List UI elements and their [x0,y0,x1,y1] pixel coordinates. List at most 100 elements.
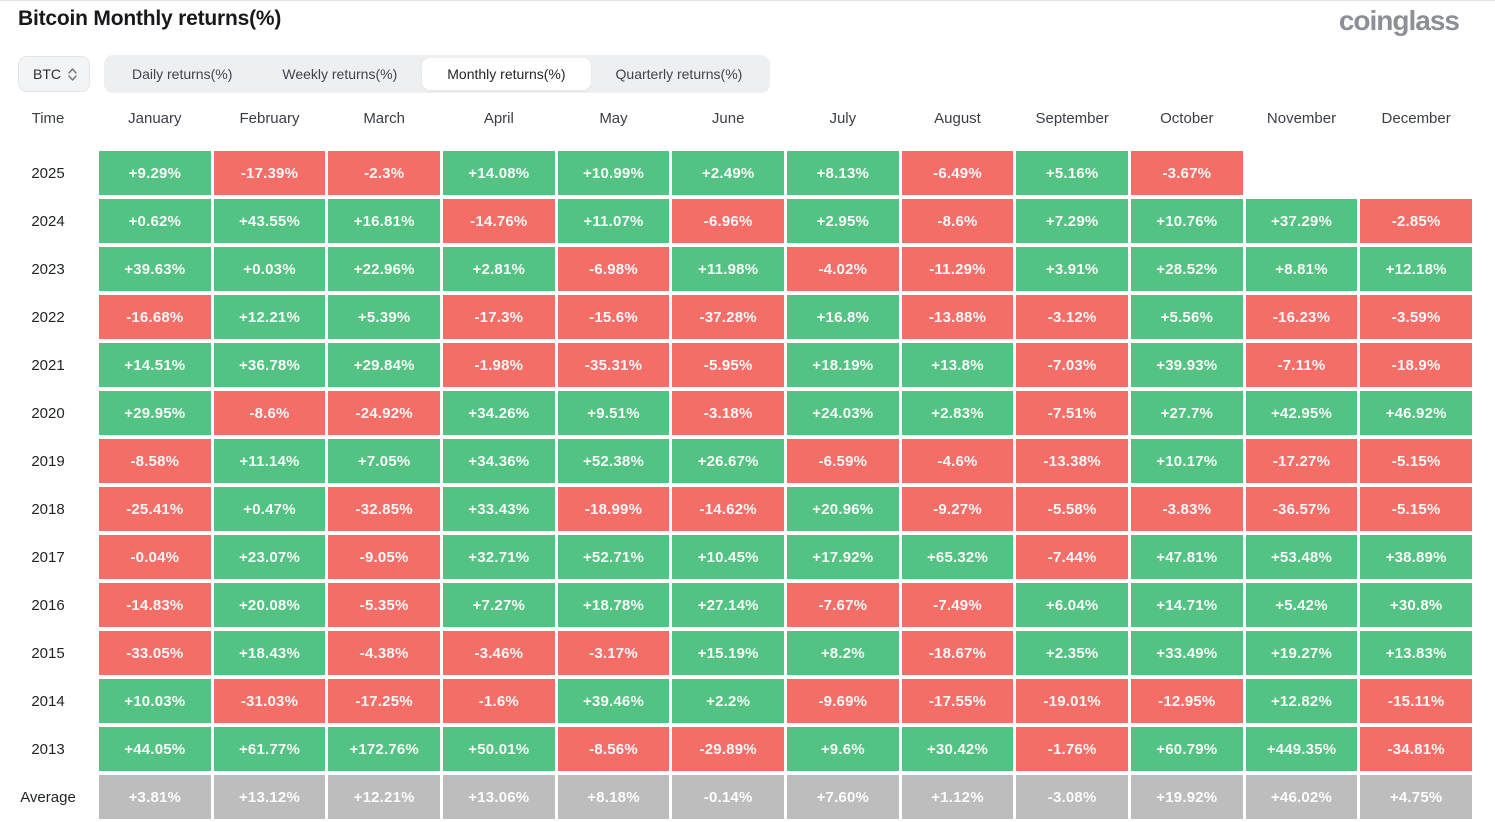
return-cell: +10.17% [1130,439,1243,483]
return-cell: -9.69% [786,679,899,723]
return-cell: -15.11% [1360,679,1472,723]
return-cell: +22.96% [328,247,440,291]
return-cell: +32.71% [442,535,555,579]
return-cell: +23.07% [213,535,326,579]
return-cell: +14.51% [99,343,211,387]
return-cell: -8.6% [901,199,1014,243]
return-cell: -6.96% [672,199,784,243]
return-cell: +18.43% [213,631,326,675]
return-cell: -1.76% [1016,727,1128,771]
return-cell: -8.6% [213,391,326,435]
return-cell: +0.47% [213,487,326,531]
return-cell: +39.46% [557,679,670,723]
return-cell: -7.51% [1016,391,1128,435]
tab-daily-returns[interactable]: Daily returns(%) [107,58,257,90]
return-cell: +27.7% [1130,391,1243,435]
column-header-time: Time [31,109,65,127]
return-cell: +60.79% [1130,727,1243,771]
average-cell: +13.06% [442,775,555,819]
return-cell: -17.55% [901,679,1014,723]
return-cell: +38.89% [1360,535,1472,579]
return-cell: +2.49% [672,151,784,195]
row-label-2014: 2014 [31,692,65,710]
return-cell: +0.62% [99,199,211,243]
return-cell: +20.96% [786,487,899,531]
return-cell: -17.3% [442,295,555,339]
return-cell: +9.29% [99,151,211,195]
return-cell: -6.98% [557,247,670,291]
row-label-2023: 2023 [31,260,65,278]
return-cell: -13.88% [901,295,1014,339]
return-cell: +39.93% [1130,343,1243,387]
return-cell: +5.39% [328,295,440,339]
row-label-2015: 2015 [31,644,65,662]
return-cell: -17.25% [328,679,440,723]
return-cell: -34.81% [1360,727,1472,771]
average-row-label: Average [20,788,76,806]
average-cell: +8.18% [557,775,670,819]
average-cell: +12.21% [328,775,440,819]
column-header-july: July [829,109,857,127]
return-cell: -7.67% [786,583,899,627]
return-cell: -14.62% [672,487,784,531]
return-cell: +39.63% [99,247,211,291]
symbol-select[interactable]: BTC [18,56,90,92]
return-cell: -3.17% [557,631,670,675]
return-cell: +26.67% [672,439,784,483]
return-cell: +33.43% [442,487,555,531]
column-header-september: September [1035,109,1109,127]
tab-monthly-returns[interactable]: Monthly returns(%) [422,58,591,90]
return-cell: -6.59% [786,439,899,483]
average-cell: +13.12% [213,775,326,819]
tab-quarterly-returns[interactable]: Quarterly returns(%) [591,58,768,90]
return-cell: -18.9% [1360,343,1472,387]
symbol-select-value: BTC [33,66,61,82]
return-cell: +29.84% [328,343,440,387]
return-cell: -7.03% [1016,343,1128,387]
return-cell: +14.08% [442,151,555,195]
return-cell: -16.68% [99,295,211,339]
return-cell: +11.98% [672,247,784,291]
return-cell: +33.49% [1130,631,1243,675]
return-cell: -18.99% [557,487,670,531]
return-cell: -3.83% [1130,487,1243,531]
return-cell: +29.95% [99,391,211,435]
return-cell: -12.95% [1130,679,1243,723]
return-cell: -7.44% [1016,535,1128,579]
tab-weekly-returns[interactable]: Weekly returns(%) [257,58,422,90]
return-cell: -5.15% [1360,439,1472,483]
return-cell: -37.28% [672,295,784,339]
return-cell: -7.11% [1245,343,1358,387]
average-cell: +19.92% [1130,775,1243,819]
return-cell: -3.12% [1016,295,1128,339]
return-cell: +42.95% [1245,391,1358,435]
row-label-2017: 2017 [31,548,65,566]
return-cell: +52.38% [557,439,670,483]
return-cell: +30.8% [1360,583,1472,627]
return-cell: +7.05% [328,439,440,483]
return-cell: +44.05% [99,727,211,771]
return-cell: -16.23% [1245,295,1358,339]
return-cell: +52.71% [557,535,670,579]
returns-tabbar: Daily returns(%) Weekly returns(%) Monthly… [104,55,771,93]
column-header-april: April [483,109,514,127]
return-cell: +7.27% [442,583,555,627]
return-cell: -5.58% [1016,487,1128,531]
return-cell: -3.46% [442,631,555,675]
return-cell: -3.59% [1360,295,1472,339]
chevron-updown-icon [68,67,77,81]
page-title: Bitcoin Monthly returns(%) [18,7,282,30]
return-cell: +6.04% [1016,583,1128,627]
coinglass-logo[interactable]: coinglass [1338,5,1460,36]
return-cell: -18.67% [901,631,1014,675]
return-cell: -32.85% [328,487,440,531]
return-cell: +8.13% [786,151,899,195]
return-cell: +53.48% [1245,535,1358,579]
column-header-october: October [1160,109,1214,127]
return-cell: -5.35% [328,583,440,627]
column-header-november: November [1266,109,1337,127]
return-cell: -5.15% [1360,487,1472,531]
return-cell: +18.19% [786,343,899,387]
return-cell: +10.45% [672,535,784,579]
empty-cell [1246,151,1358,195]
